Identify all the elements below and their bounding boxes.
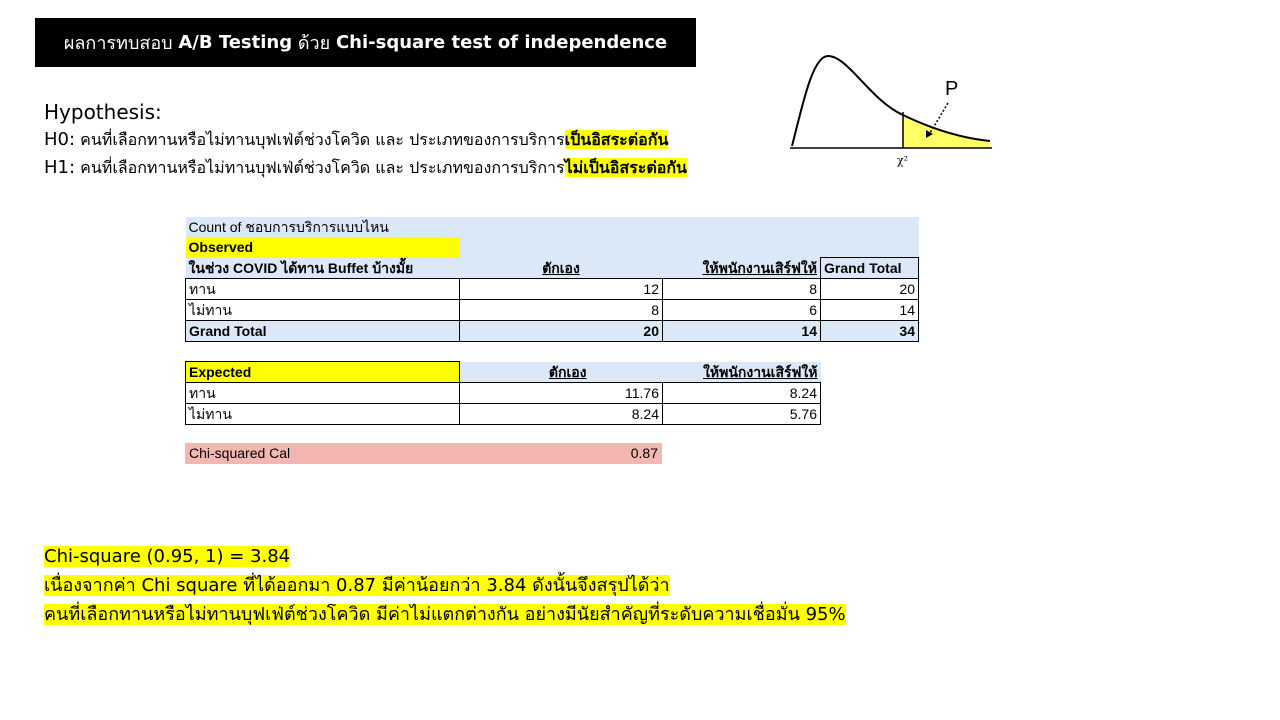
col-header-staff: ให้พนักงานเสิร์ฟให้: [702, 259, 817, 276]
observed-label: Observed: [185, 237, 460, 258]
cell-value: 20: [820, 278, 919, 300]
chi-squared-cal-row: Chi-squared Cal 0.87: [185, 443, 662, 464]
conclusion-critical-value: Chi-square (0.95, 1) = 3.84: [44, 546, 291, 567]
cell-value: 8.24: [662, 382, 821, 404]
table-row: ไม่ทาน 8 6 14: [185, 299, 919, 321]
title-test-name: Chi-square test of independence: [335, 32, 668, 53]
title-prefix: ผลการทบสอบ: [63, 33, 173, 54]
hypothesis-heading: Hypothesis:: [44, 100, 162, 124]
chi-label: χ²: [897, 154, 908, 167]
grand-total-row: Grand Total 20 14 34: [185, 320, 919, 342]
table-row: ทาน 12 8 20: [185, 278, 919, 300]
conclusion-block: Chi-square (0.95, 1) = 3.84 เนื่องจากค่า…: [44, 542, 846, 629]
col-header-staff: ให้พนักงานเสิร์ฟให้: [662, 361, 821, 383]
h1-highlight: ไม่เป็นอิสระต่อกัน: [564, 158, 687, 177]
chi-cal-value: 0.87: [630, 445, 658, 461]
cell-value: 8: [662, 278, 821, 300]
cell-value: 8.24: [459, 403, 663, 425]
cell-value: 5.76: [662, 403, 821, 425]
cell-value: 20: [459, 320, 663, 342]
h1-text: คนที่เลือกทานหรือไม่ทานบุฟเฟ่ต์ช่วงโควิด…: [80, 158, 565, 177]
title-middle: ด้วย: [297, 33, 331, 54]
distribution-curve: [791, 54, 991, 147]
chi-cal-label: Chi-squared Cal: [189, 445, 291, 461]
h1-label: H1:: [44, 157, 76, 178]
p-pointer-arrow: [926, 130, 933, 138]
expected-label: Expected: [185, 361, 460, 383]
cell-value: 14: [662, 320, 821, 342]
h0-label: H0:: [44, 129, 76, 150]
title-ab-testing: A/B Testing: [178, 32, 293, 53]
chi-square-distribution-diagram: P χ²: [790, 54, 992, 167]
h0-highlight: เป็นอิสระต่อกัน: [564, 130, 669, 149]
col-header-grand-total: Grand Total: [820, 257, 919, 279]
p-pointer-dotted: [929, 102, 949, 134]
hypothesis-block: Hypothesis: H0: คนที่เลือกทานหรือไม่ทานบ…: [44, 98, 687, 182]
h0-row: H0: คนที่เลือกทานหรือไม่ทานบุฟเฟ่ต์ช่วงโ…: [44, 126, 687, 154]
cell-value: 12: [459, 278, 663, 300]
col-header-self: ตักเอง: [542, 259, 580, 276]
h0-text: คนที่เลือกทานหรือไม่ทานบุฟเฟ่ต์ช่วงโควิด…: [80, 130, 565, 149]
p-label: P: [945, 78, 958, 100]
cell-value: 14: [820, 299, 919, 321]
table-row: ไม่ทาน 8.24 5.76: [185, 403, 821, 425]
row-label: ทาน: [185, 382, 460, 404]
conclusion-result: คนที่เลือกทานหรือไม่ทานบุฟเฟ่ต์ช่วงโควิด…: [44, 604, 846, 625]
conclusion-comparison: เนื่องจากค่า Chi square ที่ได้ออกมา 0.87…: [44, 575, 670, 596]
row-label: ไม่ทาน: [185, 299, 460, 321]
h1-row: H1: คนที่เลือกทานหรือไม่ทานบุฟเฟ่ต์ช่วงโ…: [44, 154, 687, 182]
cell-value: 6: [662, 299, 821, 321]
observed-table: Count of ชอบการบริการแบบไหน Observed ในช…: [185, 217, 919, 342]
row-header: ในช่วง COVID ได้ทาน Buffet บ้างมั้ย: [188, 259, 414, 276]
expected-table: Expected ตักเอง ให้พนักงานเสิร์ฟให้ ทาน …: [185, 361, 821, 425]
cell-value: 34: [820, 320, 919, 342]
cell-value: 11.76: [459, 382, 663, 404]
table-row: ทาน 11.76 8.24: [185, 382, 821, 404]
cell-value: 8: [459, 299, 663, 321]
count-label: Count of ชอบการบริการแบบไหน: [188, 219, 389, 235]
row-label: Grand Total: [185, 320, 460, 342]
row-label: ไม่ทาน: [185, 403, 460, 425]
row-label: ทาน: [185, 278, 460, 300]
rejection-region: [903, 115, 990, 148]
title-banner: ผลการทบสอบ A/B Testing ด้วย Chi-square t…: [35, 18, 696, 67]
col-header-self: ตักเอง: [459, 361, 663, 383]
